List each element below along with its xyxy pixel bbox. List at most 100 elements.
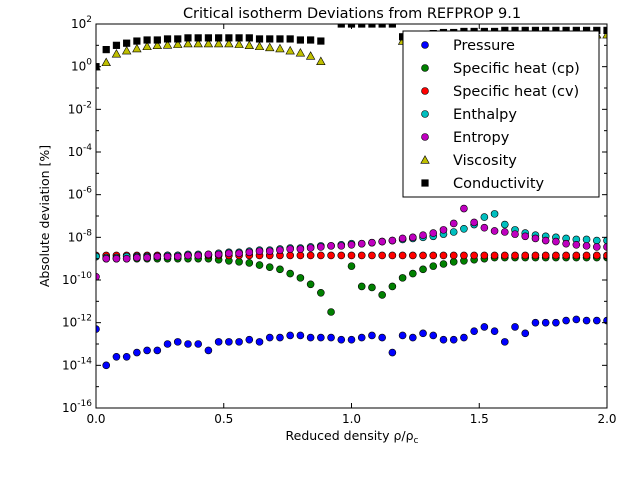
data-point xyxy=(153,346,162,355)
legend-label: Pressure xyxy=(453,38,515,54)
data-point xyxy=(143,346,151,355)
data-point xyxy=(419,231,427,239)
data-point xyxy=(582,251,591,260)
data-point xyxy=(112,254,121,263)
data-point xyxy=(255,338,264,346)
data-point xyxy=(224,38,234,48)
data-point xyxy=(500,338,509,346)
data-point xyxy=(572,315,581,324)
data-point xyxy=(480,251,489,260)
data-point xyxy=(460,333,468,342)
x-tick-label: 0.0 xyxy=(86,412,105,426)
data-point xyxy=(204,34,213,42)
data-point xyxy=(142,41,152,51)
data-point xyxy=(398,234,407,243)
data-point xyxy=(439,260,448,268)
legend-marker xyxy=(421,179,429,187)
x-tick-label: 2.0 xyxy=(597,412,616,426)
data-point xyxy=(286,251,294,260)
data-point xyxy=(572,241,581,249)
data-point xyxy=(173,252,182,261)
data-point xyxy=(296,274,305,282)
data-point xyxy=(286,269,294,278)
data-point xyxy=(203,38,214,48)
legend-box xyxy=(402,30,600,198)
data-point xyxy=(480,323,489,331)
data-point xyxy=(152,40,163,49)
data-point xyxy=(398,251,407,260)
data-point xyxy=(500,251,509,260)
data-point xyxy=(429,262,438,270)
data-point xyxy=(500,220,509,229)
data-point xyxy=(460,204,468,213)
data-point xyxy=(317,251,325,260)
data-point xyxy=(582,242,591,250)
data-point xyxy=(184,251,192,260)
data-point xyxy=(327,308,335,316)
legend-marker xyxy=(421,41,429,49)
y-tick-label: 10-4 xyxy=(68,143,93,159)
data-point xyxy=(490,227,499,235)
data-point xyxy=(276,265,284,274)
data-point xyxy=(174,35,182,43)
x-tick-label: 0.5 xyxy=(214,412,233,426)
data-point xyxy=(265,333,274,342)
data-point xyxy=(378,291,386,299)
data-point xyxy=(296,331,305,340)
data-point xyxy=(603,243,607,251)
data-point xyxy=(235,34,243,42)
data-point xyxy=(531,251,540,260)
data-point xyxy=(368,238,376,247)
data-point xyxy=(276,333,284,342)
data-point xyxy=(122,254,131,263)
data-point xyxy=(347,251,356,260)
data-point xyxy=(449,258,458,266)
data-point xyxy=(531,234,540,243)
data-point xyxy=(409,251,417,260)
data-point xyxy=(153,36,161,44)
data-point xyxy=(225,249,233,258)
data-point xyxy=(460,251,468,260)
data-point xyxy=(133,253,141,262)
data-point xyxy=(531,318,540,327)
data-point xyxy=(511,323,519,331)
series-entropy xyxy=(96,204,607,281)
data-point xyxy=(378,333,386,342)
y-tick-label: 10-6 xyxy=(68,186,93,202)
data-point xyxy=(266,35,274,43)
data-point xyxy=(122,352,131,361)
data-point xyxy=(419,329,427,338)
data-point xyxy=(204,250,213,259)
legend-label: Specific heat (cp) xyxy=(453,61,580,77)
legend-marker xyxy=(420,155,430,164)
data-point xyxy=(470,327,478,336)
legend-item: Pressure xyxy=(421,38,515,54)
data-point xyxy=(511,230,519,238)
data-point xyxy=(357,251,366,260)
data-point xyxy=(429,331,438,340)
data-point xyxy=(541,318,550,327)
data-point xyxy=(582,235,591,244)
y-tick-label: 10-16 xyxy=(62,399,92,415)
data-point xyxy=(245,335,254,344)
data-point xyxy=(368,331,376,340)
data-point xyxy=(234,39,244,48)
data-point xyxy=(562,251,570,260)
data-point xyxy=(552,251,560,260)
x-tick-label: 1.5 xyxy=(470,412,489,426)
data-point xyxy=(184,340,192,348)
data-point xyxy=(306,251,315,260)
data-point xyxy=(470,251,478,260)
y-tick-label: 102 xyxy=(71,15,92,31)
data-point xyxy=(541,251,550,260)
data-point xyxy=(102,254,111,263)
data-point xyxy=(357,282,366,291)
data-point xyxy=(419,265,427,274)
data-point xyxy=(96,325,100,333)
x-axis-label-subscript: c xyxy=(414,436,419,446)
data-point xyxy=(490,210,499,218)
plot-area: 0.0 0.5 1.0 1.5 2.0 10-16 10-14 10-12 10-10 10-8… xyxy=(62,15,617,426)
series-conductivity xyxy=(96,24,607,71)
legend-item: Enthalpy xyxy=(421,107,517,123)
data-point xyxy=(306,280,315,289)
